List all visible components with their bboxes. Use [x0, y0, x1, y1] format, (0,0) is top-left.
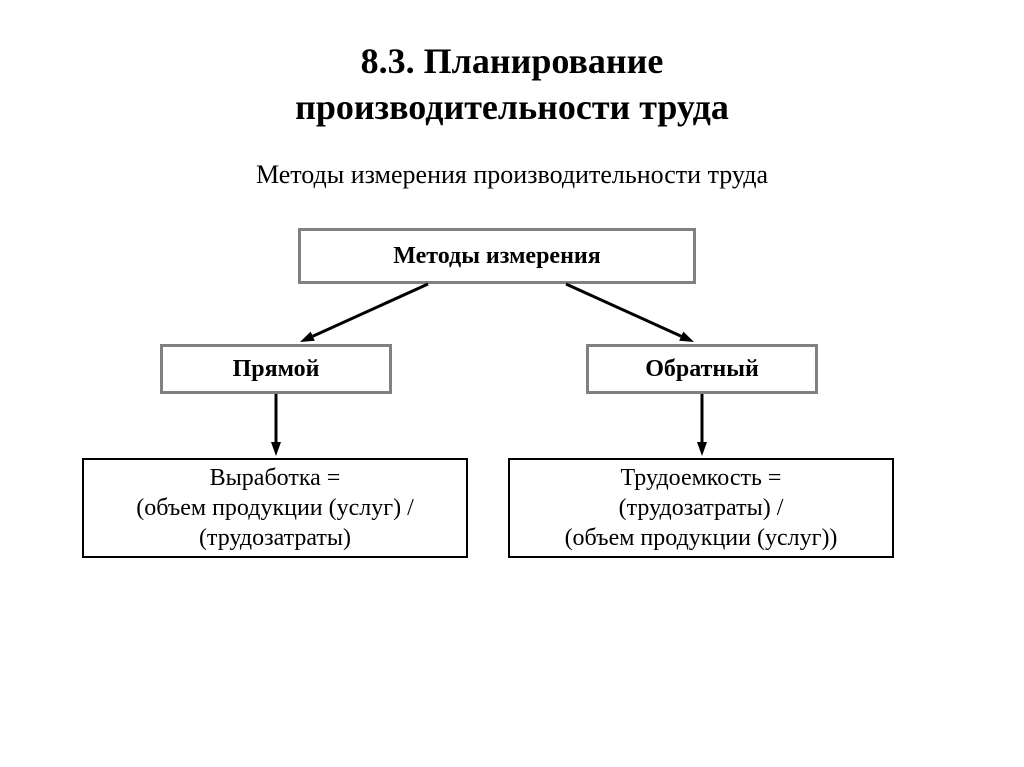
node-root: Методы измерения [298, 228, 696, 284]
node-left-method: Прямой [160, 344, 392, 394]
node-right-method-label: Обратный [645, 354, 759, 384]
node-right-formula: Трудоемкость =(трудозатраты) /(объем про… [508, 458, 894, 558]
node-left-method-label: Прямой [233, 354, 320, 384]
node-left-formula: Выработка =(объем продукции (услуг) /(тр… [82, 458, 468, 558]
diagram-canvas: 8.3. Планирование производительности тру… [0, 0, 1024, 767]
node-root-label: Методы измерения [393, 241, 600, 271]
node-left-formula-label: Выработка =(объем продукции (услуг) /(тр… [136, 463, 414, 553]
page-subtitle: Методы измерения производительности труд… [0, 160, 1024, 190]
page-title-line1: 8.3. Планирование [0, 40, 1024, 82]
page-title-line2: производительности труда [0, 86, 1024, 128]
node-right-formula-label: Трудоемкость =(трудозатраты) /(объем про… [565, 463, 838, 553]
node-right-method: Обратный [586, 344, 818, 394]
